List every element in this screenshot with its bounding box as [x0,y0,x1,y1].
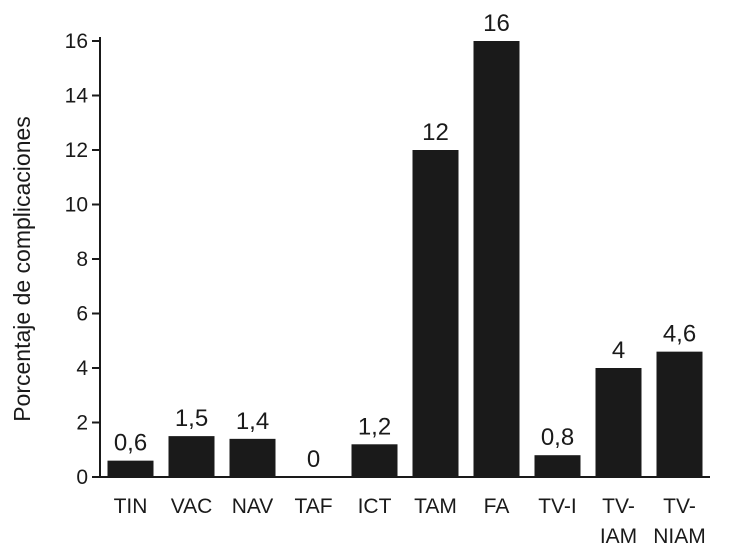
bar [229,438,276,477]
x-category-label-line: NAV [232,495,274,518]
bar-value-label: 0,8 [541,424,574,451]
x-category-label: TAM [414,495,457,518]
bar-value-label: 4 [612,337,625,364]
x-category-label: VAC [171,495,213,518]
bar-value-labels: 0,6 1,5 1,4 0 1,2 12 16 0,8 4 4,6 [114,10,696,473]
bar [107,460,154,477]
x-category-label-line: TAF [294,495,332,518]
y-axis-title: Porcentaje de complicaciones [9,116,35,422]
bar-value-label: 12 [422,119,449,146]
y-tick-label: 6 [76,303,88,326]
y-tick-label: 4 [76,357,88,380]
x-category-label-line: TV- [663,495,696,518]
x-category-label: TV- NIAM [653,495,706,548]
bar-value-label: 16 [483,10,510,37]
y-tick-label: 0 [76,466,88,489]
y-tick-label: 12 [65,139,88,162]
x-category-label-line: TV-I [538,495,577,518]
x-category-label-line: TIN [114,495,148,518]
bar [168,436,215,477]
y-tick-label: 2 [76,412,88,435]
y-axis-ticks: 0 2 4 6 8 10 12 14 16 [65,30,100,489]
bar-value-label: 1,4 [236,408,269,435]
y-tick-label: 16 [65,30,88,53]
y-tick-label: 8 [76,248,88,271]
bar [656,351,703,477]
bar-value-label: 1,5 [175,405,208,432]
x-category-label-line: NIAM [653,525,706,548]
x-category-label-line: VAC [171,495,213,518]
x-category-label: ICT [358,495,392,518]
bar [595,368,642,477]
bar-value-label: 0,6 [114,430,147,457]
y-tick-label: 10 [65,194,88,217]
bar-value-label: 0 [307,446,320,473]
bar [412,150,459,477]
x-category-label: TIN [114,495,148,518]
bar [534,455,581,477]
x-category-label: NAV [232,495,274,518]
bar [473,41,520,477]
x-category-label-line: FA [484,495,510,518]
x-category-label-line: IAM [600,525,637,548]
x-category-label-line: TAM [414,495,457,518]
x-category-label: TV- IAM [600,495,637,548]
x-category-label: FA [484,495,510,518]
x-axis-category-labels: TIN VAC NAV TAF ICT TAM FA TV-I TV- IAM TV- NIAM [114,495,706,548]
x-category-label: TV-I [538,495,577,518]
bar-value-label: 4,6 [663,321,696,348]
bars [107,41,703,477]
x-category-label-line: ICT [358,495,392,518]
x-category-label-line: TV- [602,495,635,518]
x-category-label: TAF [294,495,332,518]
bar-value-label: 1,2 [358,413,391,440]
bar [351,444,398,477]
y-tick-label: 14 [65,85,89,108]
